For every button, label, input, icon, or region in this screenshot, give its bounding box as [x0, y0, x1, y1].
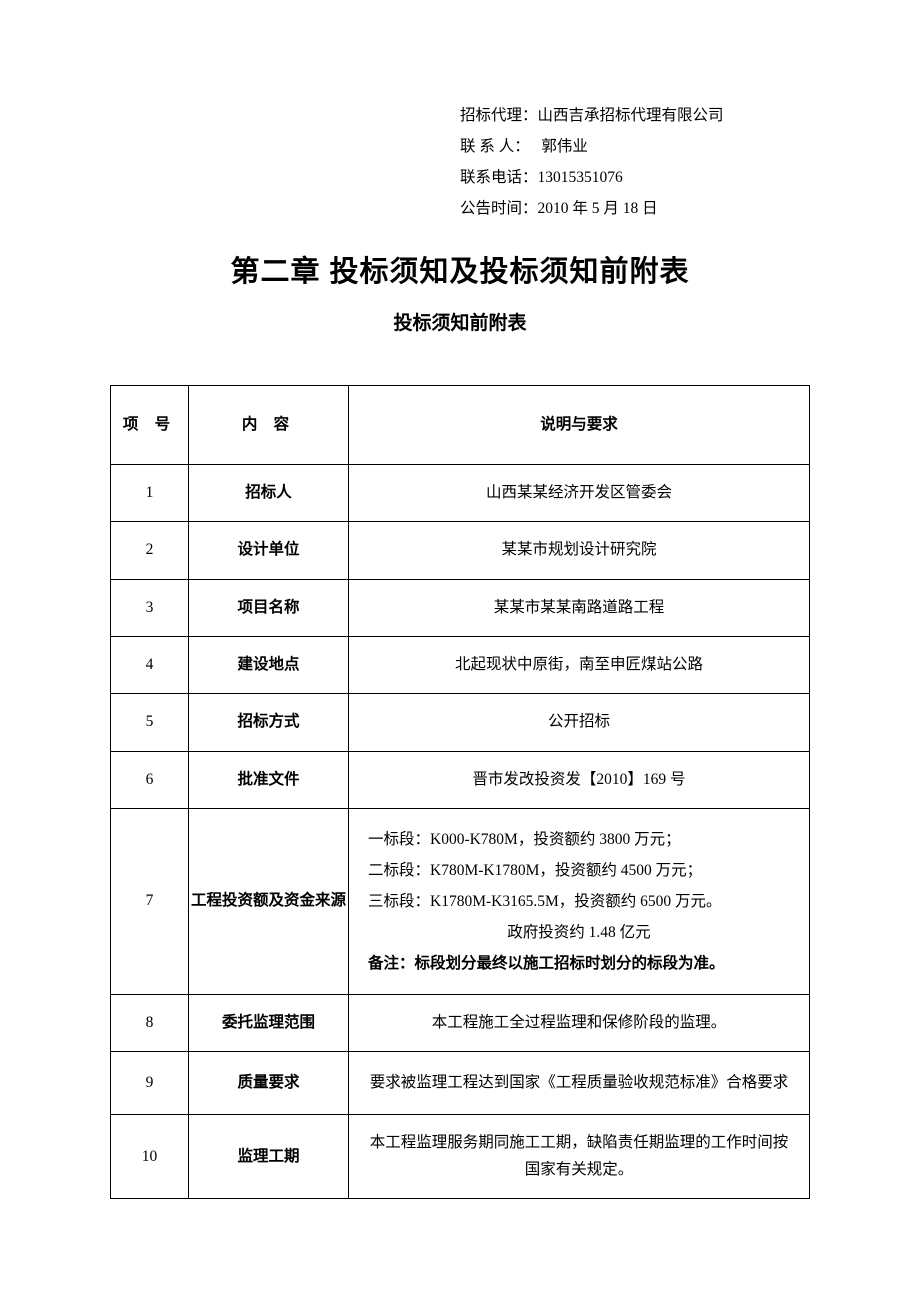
table-row: 9 质量要求 要求被监理工程达到国家《工程质量验收规范标准》合格要求 — [111, 1052, 810, 1115]
table-header-row: 项 号 内 容 说明与要求 — [111, 386, 810, 465]
cell-desc: 北起现状中原街，南至申匠煤站公路 — [349, 637, 810, 694]
table-row: 6 批准文件 晋市发改投资发【2010】169 号 — [111, 751, 810, 808]
cell-desc-text: 本工程监理服务期同施工工期，缺陷责任期监理的工作时间按国家有关规定。 — [350, 1116, 808, 1197]
row7-line1: 一标段：K000-K780M，投资额约 3800 万元； — [368, 824, 790, 855]
cell-content: 招标方式 — [189, 694, 349, 751]
cell-desc-text: 北起现状中原街，南至申匠煤站公路 — [350, 638, 808, 692]
cell-desc-text: 山西某某经济开发区管委会 — [350, 466, 808, 520]
col-header-desc: 说明与要求 — [349, 386, 810, 465]
cell-num: 5 — [111, 694, 189, 751]
cell-content: 设计单位 — [189, 522, 349, 579]
table-row: 3 项目名称 某某市某某南路道路工程 — [111, 579, 810, 636]
chapter-title: 第二章 投标须知及投标须知前附表 — [110, 248, 810, 290]
cell-desc: 一标段：K000-K780M，投资额约 3800 万元； 二标段：K780M-K… — [349, 809, 810, 995]
agency-row: 招标代理：山西吉承招标代理有限公司 — [460, 100, 810, 131]
table-row: 5 招标方式 公开招标 — [111, 694, 810, 751]
date-value: 2010 年 5 月 18 日 — [538, 200, 658, 217]
table-row: 7 工程投资额及资金来源 一标段：K000-K780M，投资额约 3800 万元… — [111, 809, 810, 995]
col-header-num: 项 号 — [111, 386, 189, 465]
agency-value: 山西吉承招标代理有限公司 — [538, 107, 724, 124]
cell-desc: 某某市规划设计研究院 — [349, 522, 810, 579]
table-row: 8 委托监理范围 本工程施工全过程监理和保修阶段的监理。 — [111, 995, 810, 1052]
cell-content: 质量要求 — [189, 1052, 349, 1115]
cell-desc-multiline: 一标段：K000-K780M，投资额约 3800 万元； 二标段：K780M-K… — [350, 810, 808, 993]
cell-content: 委托监理范围 — [189, 995, 349, 1052]
cell-num: 9 — [111, 1052, 189, 1115]
table-row: 10 监理工期 本工程监理服务期同施工工期，缺陷责任期监理的工作时间按国家有关规… — [111, 1115, 810, 1199]
cell-content: 招标人 — [189, 465, 349, 522]
cell-desc-text: 本工程施工全过程监理和保修阶段的监理。 — [350, 996, 808, 1050]
cell-num: 4 — [111, 637, 189, 694]
cell-content: 批准文件 — [189, 751, 349, 808]
cell-num: 8 — [111, 995, 189, 1052]
row7-line2: 二标段：K780M-K1780M，投资额约 4500 万元； — [368, 855, 790, 886]
document-page: 招标代理：山西吉承招标代理有限公司 联 系 人： 郭伟业 联系电话：130153… — [0, 0, 920, 1259]
agency-label: 招标代理： — [460, 107, 538, 124]
cell-num: 6 — [111, 751, 189, 808]
date-row: 公告时间：2010 年 5 月 18 日 — [460, 193, 810, 224]
cell-desc: 公开招标 — [349, 694, 810, 751]
date-label: 公告时间： — [460, 200, 538, 217]
cell-content: 监理工期 — [189, 1115, 349, 1199]
cell-desc-text: 某某市某某南路道路工程 — [350, 581, 808, 635]
cell-desc-text: 晋市发改投资发【2010】169 号 — [350, 753, 808, 807]
row7-line5-bold: 备注：标段划分最终以施工招标时划分的标段为准。 — [368, 948, 790, 979]
phone-value: 13015351076 — [538, 169, 623, 186]
appendix-table: 项 号 内 容 说明与要求 1 招标人 山西某某经济开发区管委会 2 设计单位 … — [110, 385, 810, 1199]
phone-label: 联系电话： — [460, 169, 538, 186]
cell-num: 10 — [111, 1115, 189, 1199]
cell-desc-text: 要求被监理工程达到国家《工程质量验收规范标准》合格要求 — [350, 1056, 808, 1110]
cell-desc-text: 某某市规划设计研究院 — [350, 523, 808, 577]
cell-desc: 本工程施工全过程监理和保修阶段的监理。 — [349, 995, 810, 1052]
header-info-block: 招标代理：山西吉承招标代理有限公司 联 系 人： 郭伟业 联系电话：130153… — [460, 100, 810, 224]
contact-label: 联 系 人： — [460, 138, 530, 155]
subtitle: 投标须知前附表 — [110, 308, 810, 335]
cell-content: 项目名称 — [189, 579, 349, 636]
cell-num: 2 — [111, 522, 189, 579]
cell-desc-text: 公开招标 — [350, 695, 808, 749]
cell-num: 7 — [111, 809, 189, 995]
row7-line3: 三标段：K1780M-K3165.5M，投资额约 6500 万元。 — [368, 886, 790, 917]
cell-desc: 本工程监理服务期同施工工期，缺陷责任期监理的工作时间按国家有关规定。 — [349, 1115, 810, 1199]
cell-desc: 晋市发改投资发【2010】169 号 — [349, 751, 810, 808]
contact-row: 联 系 人： 郭伟业 — [460, 131, 810, 162]
cell-desc: 要求被监理工程达到国家《工程质量验收规范标准》合格要求 — [349, 1052, 810, 1115]
table-row: 2 设计单位 某某市规划设计研究院 — [111, 522, 810, 579]
phone-row: 联系电话：13015351076 — [460, 162, 810, 193]
row7-line4: 政府投资约 1.48 亿元 — [368, 917, 790, 948]
cell-desc: 某某市某某南路道路工程 — [349, 579, 810, 636]
contact-value: 郭伟业 — [541, 138, 588, 155]
table-row: 4 建设地点 北起现状中原街，南至申匠煤站公路 — [111, 637, 810, 694]
cell-content: 工程投资额及资金来源 — [189, 809, 349, 995]
table-row: 1 招标人 山西某某经济开发区管委会 — [111, 465, 810, 522]
col-header-content: 内 容 — [189, 386, 349, 465]
cell-content: 建设地点 — [189, 637, 349, 694]
cell-desc: 山西某某经济开发区管委会 — [349, 465, 810, 522]
cell-num: 3 — [111, 579, 189, 636]
cell-num: 1 — [111, 465, 189, 522]
